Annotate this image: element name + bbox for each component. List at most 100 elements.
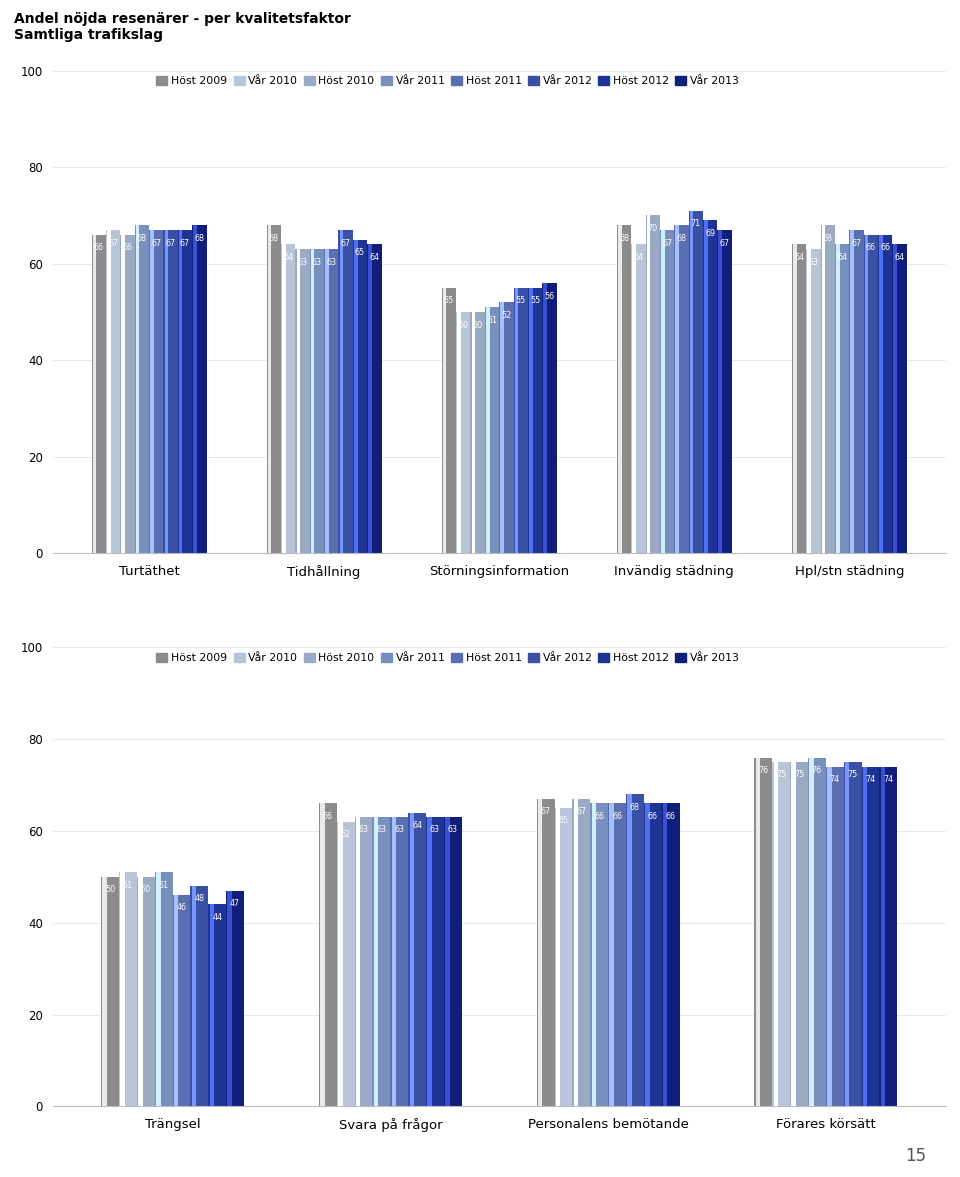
Bar — [373, 817, 378, 1106]
Bar — [717, 230, 732, 553]
Bar — [590, 804, 608, 1106]
Text: 76: 76 — [812, 766, 822, 774]
Bar — [555, 807, 572, 1106]
Bar — [391, 817, 408, 1106]
Bar — [227, 891, 244, 1106]
Bar — [542, 282, 557, 553]
Bar — [865, 234, 869, 553]
Bar — [660, 230, 674, 553]
Bar — [164, 230, 168, 553]
Bar — [809, 758, 814, 1106]
Bar — [103, 877, 107, 1106]
Bar — [353, 240, 368, 553]
Bar — [106, 230, 120, 553]
Text: 63: 63 — [395, 825, 404, 834]
Text: 75: 75 — [848, 771, 857, 779]
Bar — [281, 245, 296, 553]
Bar — [208, 904, 227, 1106]
Bar — [627, 794, 632, 1106]
Bar — [836, 245, 840, 553]
Bar — [793, 245, 797, 553]
Text: 74: 74 — [865, 774, 876, 784]
Bar — [755, 758, 772, 1106]
Bar — [310, 250, 324, 553]
Text: 63: 63 — [430, 825, 440, 834]
Bar — [644, 804, 661, 1106]
Bar — [633, 245, 636, 553]
Bar — [120, 234, 134, 553]
Bar — [372, 817, 391, 1106]
Bar — [537, 799, 555, 1106]
Text: 64: 64 — [412, 820, 422, 830]
Text: Samtliga trafikslag: Samtliga trafikslag — [14, 28, 163, 42]
Bar — [192, 225, 206, 553]
Bar — [156, 872, 160, 1106]
Bar — [120, 872, 125, 1106]
Bar — [190, 886, 208, 1106]
Bar — [149, 230, 163, 553]
Text: 67: 67 — [719, 239, 730, 247]
Bar — [645, 804, 650, 1106]
Text: 46: 46 — [177, 904, 186, 912]
Bar — [340, 230, 343, 553]
Bar — [894, 245, 897, 553]
Bar — [354, 817, 372, 1106]
Bar — [515, 287, 518, 553]
Text: 67: 67 — [852, 239, 861, 247]
Text: 51: 51 — [487, 315, 497, 325]
Text: 76: 76 — [758, 766, 768, 774]
Bar — [618, 225, 621, 553]
Bar — [178, 230, 192, 553]
Bar — [792, 245, 806, 553]
Bar — [844, 763, 861, 1106]
Text: 68: 68 — [677, 234, 686, 242]
Bar — [574, 799, 578, 1106]
Bar — [443, 287, 446, 553]
Bar — [718, 230, 722, 553]
Text: 67: 67 — [662, 239, 672, 247]
Text: 68: 68 — [619, 234, 629, 242]
Bar — [445, 817, 449, 1106]
Bar — [354, 240, 357, 553]
Text: 64: 64 — [794, 253, 804, 262]
Bar — [163, 230, 178, 553]
Bar — [324, 250, 339, 553]
Bar — [101, 877, 119, 1106]
Bar — [486, 307, 490, 553]
Bar — [879, 234, 882, 553]
Bar — [661, 230, 664, 553]
Legend: Höst 2009, Vår 2010, Höst 2010, Vår 2011, Höst 2011, Vår 2012, Höst 2012, Vår 20: Höst 2009, Vår 2010, Höst 2010, Vår 2011… — [156, 653, 739, 663]
Bar — [319, 804, 337, 1106]
Text: 56: 56 — [544, 292, 555, 300]
Bar — [610, 804, 613, 1106]
Text: 55: 55 — [516, 297, 526, 306]
Text: 51: 51 — [123, 880, 133, 890]
Bar — [514, 287, 528, 553]
Bar — [325, 250, 329, 553]
Bar — [91, 234, 106, 553]
Text: 50: 50 — [472, 320, 483, 330]
Bar — [528, 287, 542, 553]
Bar — [337, 822, 354, 1106]
Bar — [645, 215, 660, 553]
Text: 67: 67 — [576, 807, 587, 816]
Bar — [556, 807, 561, 1106]
Bar — [675, 225, 679, 553]
Bar — [808, 758, 826, 1106]
Bar — [444, 817, 462, 1106]
Text: 63: 63 — [326, 258, 336, 267]
Text: 15: 15 — [905, 1148, 926, 1165]
Text: 63: 63 — [358, 825, 369, 834]
Bar — [499, 302, 514, 553]
Text: 68: 68 — [823, 234, 832, 242]
Bar — [338, 822, 343, 1106]
Bar — [442, 287, 456, 553]
Text: 67: 67 — [108, 239, 118, 247]
Bar — [880, 766, 885, 1106]
Bar — [408, 812, 426, 1106]
Bar — [821, 225, 835, 553]
Bar — [122, 234, 125, 553]
Bar — [155, 872, 173, 1106]
Bar — [608, 804, 626, 1106]
Bar — [267, 225, 281, 553]
